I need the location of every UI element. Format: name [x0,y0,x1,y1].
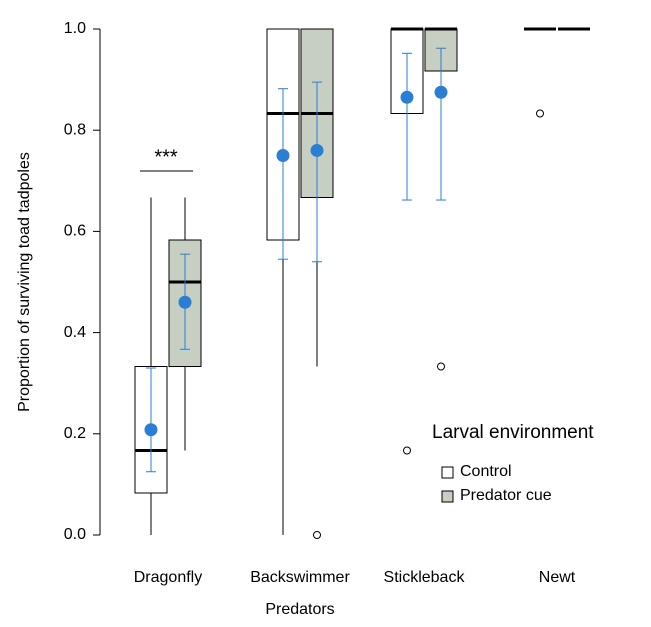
legend-swatch [441,466,454,479]
mean-point [144,423,158,437]
mean-point [310,143,324,157]
mean-point [434,85,448,99]
mean-point [178,295,192,309]
x-tick-label: Stickleback [384,569,466,586]
outlier [403,446,411,455]
y-tick-label: 0.2 [64,425,86,442]
legend-label: Predator cue [460,487,552,504]
legend-swatch [441,490,454,503]
outlier [437,362,445,371]
y-tick-label: 0.4 [64,324,86,341]
legend-label: Control [460,463,512,480]
outlier [536,109,544,118]
y-tick-label: 0.0 [64,526,86,543]
y-axis-label: Proportion of surviving toad tadpoles [16,152,33,412]
legend-title: Larval environment [432,422,594,443]
outlier [313,531,321,539]
x-axis-label: Predators [265,601,334,618]
y-tick-label: 1.0 [64,20,86,37]
annotation: *** [154,146,178,168]
y-tick-label: 0.8 [64,121,86,138]
x-tick-label: Backswimmer [250,569,350,586]
x-tick-label: Dragonfly [134,569,202,586]
x-tick-label: Newt [539,569,576,586]
y-tick-label: 0.6 [64,223,86,240]
mean-point [276,149,290,162]
mean-point [400,90,414,104]
